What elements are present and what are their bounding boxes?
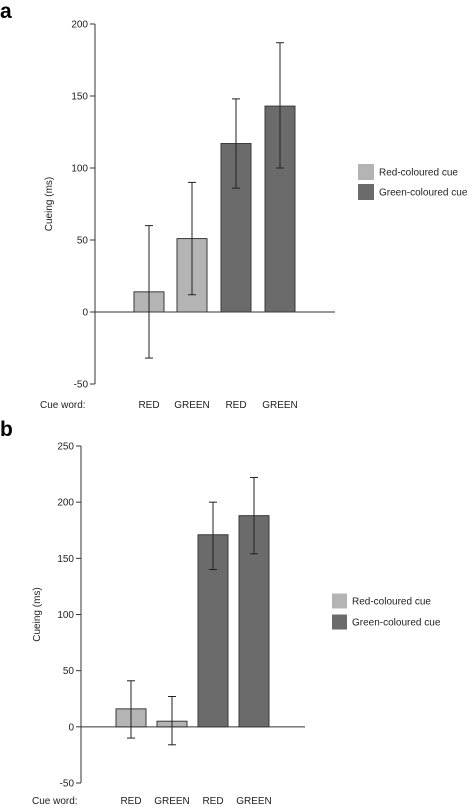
y-axis-title: Cueing (ms) <box>32 587 43 641</box>
y-tick-label: 100 <box>71 164 88 175</box>
y-axis-title: Cueing (ms) <box>44 177 55 231</box>
y-tick-label: 100 <box>57 610 74 621</box>
y-tick-label: -50 <box>60 779 75 790</box>
y-tick-label: 150 <box>71 92 88 103</box>
legend-label: Red-coloured cue <box>379 168 458 179</box>
cue-word-label: Cue word: <box>32 796 78 806</box>
y-tick-label: 0 <box>68 722 74 733</box>
category-label: RED <box>225 400 246 411</box>
legend-label: Red-coloured cue <box>352 597 431 608</box>
panel-label: b <box>0 418 13 441</box>
y-tick-label: 50 <box>63 666 75 677</box>
y-tick-label: 0 <box>82 308 88 319</box>
legend-label: Green-coloured cue <box>379 188 468 199</box>
legend-swatch <box>332 593 347 609</box>
category-label: RED <box>138 400 159 411</box>
category-label: RED <box>120 796 141 806</box>
y-tick-label: 200 <box>71 20 88 31</box>
legend-swatch <box>332 614 347 630</box>
y-tick-label: 250 <box>57 442 74 453</box>
legend-label: Green-coloured cue <box>352 618 441 629</box>
category-label: GREEN <box>154 796 190 806</box>
bar <box>220 143 252 313</box>
category-label: GREEN <box>174 400 210 411</box>
legend-swatch <box>358 164 374 180</box>
y-tick-label: 200 <box>57 498 74 509</box>
y-tick-label: 50 <box>77 236 89 247</box>
y-tick-label: 150 <box>57 554 74 565</box>
legend-swatch <box>358 184 374 200</box>
category-label: RED <box>202 796 223 806</box>
y-tick-label: -50 <box>74 380 89 391</box>
category-label: GREEN <box>262 400 298 411</box>
cue-word-label: Cue word: <box>40 400 86 411</box>
category-label: GREEN <box>236 796 272 806</box>
panel-label: a <box>0 0 12 23</box>
